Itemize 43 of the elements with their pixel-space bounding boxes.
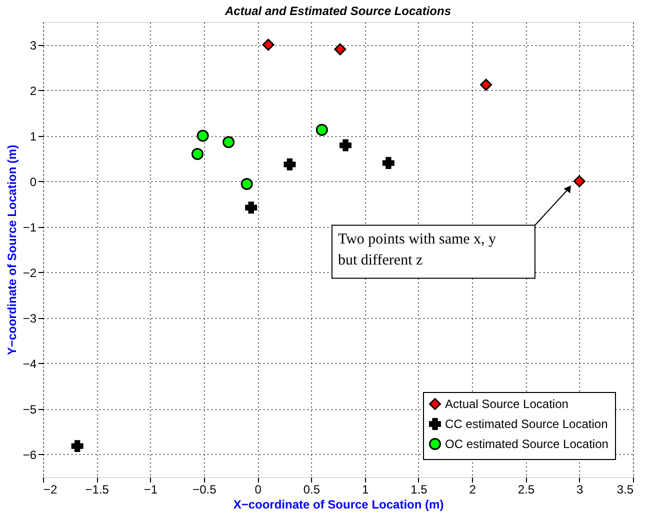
y-tick-label: −1 — [22, 220, 37, 234]
x-tick-label: 3 — [576, 482, 584, 496]
point — [284, 158, 296, 170]
legend-label: Actual Source Location — [445, 397, 568, 411]
point — [71, 440, 84, 452]
y-tick-label: 3 — [30, 38, 37, 52]
y-tick-label: −4 — [22, 356, 37, 371]
x-tick-label: 2.5 — [518, 482, 535, 496]
x-tick-label: −0.5 — [192, 482, 217, 496]
legend-label: OC estimated Source Location — [445, 437, 608, 451]
y-axis-title: Y−coordinate of Source Location (m) — [4, 144, 19, 356]
point — [480, 78, 492, 91]
chart-title: Actual and Estimated Source Locations — [224, 4, 452, 18]
point — [334, 43, 346, 56]
x-tick-label: 3.5 — [616, 482, 634, 496]
x-axis-title: X−coordinate of Source Location (m) — [233, 498, 444, 512]
point — [222, 136, 235, 148]
y-tick-label: −3 — [22, 311, 37, 326]
point — [245, 202, 258, 214]
point — [191, 148, 204, 160]
y-tick-label: 1 — [30, 129, 37, 144]
point — [316, 124, 328, 136]
x-tick-label: 1 — [362, 482, 369, 496]
annotation: Two points with same x, y but different z — [338, 231, 497, 268]
y-tick-label: 2 — [30, 84, 37, 98]
point — [196, 130, 209, 142]
point — [382, 157, 394, 170]
x-tick-label: 0 — [254, 482, 262, 496]
point — [262, 38, 274, 51]
legend-label: CC estimated Source Location — [445, 417, 608, 431]
y-tick-label: −6 — [22, 448, 37, 462]
point — [573, 175, 586, 188]
x-tick-label: 0.5 — [303, 482, 320, 496]
x-tick-label: 2 — [469, 482, 476, 496]
y-tick-label: −2 — [22, 266, 37, 280]
x-tick-label: −2 — [44, 482, 58, 496]
x-tick-label: −1.5 — [85, 482, 110, 496]
y-tick-label: −5 — [22, 402, 37, 416]
point — [340, 139, 352, 152]
y-tick-label: 0 — [30, 174, 37, 189]
point — [240, 178, 253, 190]
x-tick-label: 1.5 — [410, 482, 428, 496]
x-tick-label: −1 — [144, 482, 158, 496]
